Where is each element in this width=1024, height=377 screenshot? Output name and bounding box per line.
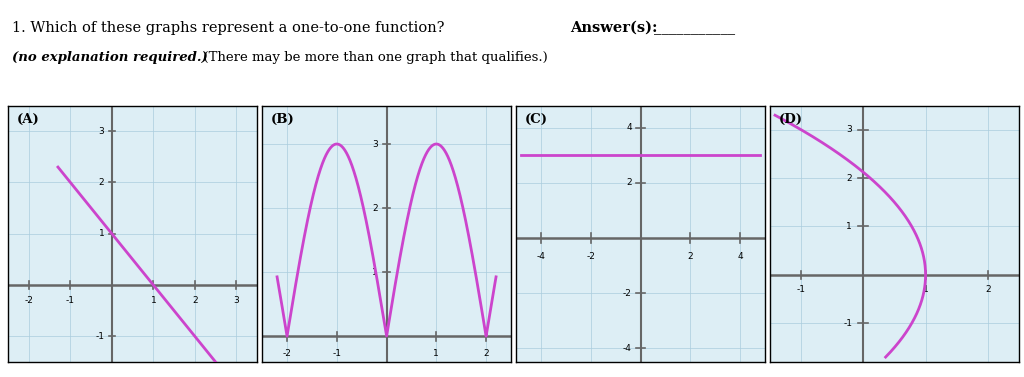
- Text: -1: -1: [333, 349, 341, 358]
- Text: 2: 2: [627, 178, 632, 187]
- Text: 1: 1: [433, 349, 439, 358]
- Text: 1: 1: [923, 285, 929, 294]
- Text: -2: -2: [623, 288, 632, 297]
- Text: 1: 1: [98, 229, 104, 238]
- Text: (D): (D): [779, 113, 803, 126]
- Text: (There may be more than one graph that qualifies.): (There may be more than one graph that q…: [195, 51, 547, 64]
- Text: Answer(s):: Answer(s):: [570, 21, 657, 35]
- Text: 1: 1: [847, 222, 852, 231]
- Text: 2: 2: [687, 252, 693, 261]
- Text: (no explanation required.): (no explanation required.): [12, 51, 208, 64]
- Text: 2: 2: [193, 296, 198, 305]
- Text: 1. Which of these graphs represent a one-to-one function?: 1. Which of these graphs represent a one…: [12, 21, 450, 35]
- Text: 2: 2: [847, 174, 852, 182]
- Text: 4: 4: [737, 252, 742, 261]
- Text: 2: 2: [985, 285, 990, 294]
- Text: 3: 3: [98, 127, 104, 136]
- Text: -1: -1: [843, 319, 852, 328]
- Text: -2: -2: [587, 252, 595, 261]
- Text: -4: -4: [623, 344, 632, 352]
- Text: -1: -1: [66, 296, 75, 305]
- Text: ___________: ___________: [654, 21, 735, 35]
- Text: (B): (B): [271, 113, 295, 126]
- Text: -1: -1: [95, 332, 104, 341]
- Text: 2: 2: [98, 178, 104, 187]
- Text: 3: 3: [847, 125, 852, 134]
- Text: -1: -1: [797, 285, 806, 294]
- Text: 1: 1: [151, 296, 157, 305]
- Text: 2: 2: [372, 204, 378, 213]
- Text: -4: -4: [537, 252, 546, 261]
- Text: 4: 4: [627, 123, 632, 132]
- Text: -2: -2: [25, 296, 34, 305]
- Text: (A): (A): [17, 113, 40, 126]
- Text: 3: 3: [372, 139, 378, 149]
- Text: -2: -2: [283, 349, 292, 358]
- Text: 2: 2: [483, 349, 488, 358]
- Text: 3: 3: [233, 296, 240, 305]
- Text: (C): (C): [525, 113, 548, 126]
- Text: 1: 1: [372, 268, 378, 277]
